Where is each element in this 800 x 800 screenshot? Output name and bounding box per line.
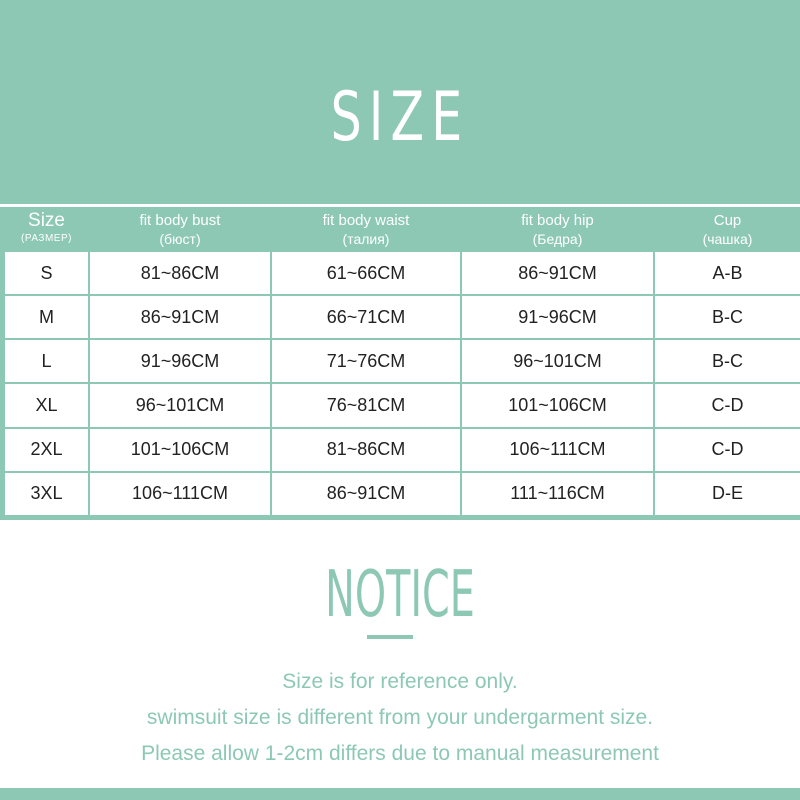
column-header-label: fit body bust: [139, 211, 221, 229]
measurement-cell: 76~81CM: [270, 382, 462, 429]
measurement-cell: B-C: [653, 338, 800, 385]
size-cell: XL: [3, 382, 90, 429]
size-table: Size (РАЗМЕР) fit body bust (бюст) fit body …: [3, 207, 800, 518]
column-header-translation: (чашка): [702, 230, 753, 247]
measurement-cell: 61~66CM: [270, 249, 462, 297]
column-header: fit body bust (бюст): [88, 207, 272, 252]
table-row: 3XL 106~111CM 86~91CM 111~116CM D-E: [3, 470, 800, 518]
measurement-cell: 91~96CM: [88, 338, 272, 385]
size-table-container: Size (РАЗМЕР) fit body bust (бюст) fit body …: [0, 207, 800, 520]
column-header: Cup (чашка): [653, 207, 800, 252]
table-row: M 86~91CM 66~71CM 91~96CM B-C: [3, 294, 800, 341]
measurement-cell: C-D: [653, 382, 800, 429]
column-header-translation: (талия): [342, 230, 390, 247]
column-header-label: Cup: [713, 211, 742, 229]
size-cell: 2XL: [3, 426, 90, 473]
measurement-cell: C-D: [653, 426, 800, 473]
notice-line-3: Please allow 1-2cm differs due to manual…: [141, 742, 659, 765]
measurement-cell: 96~101CM: [88, 382, 272, 429]
size-cell: S: [3, 249, 90, 297]
measurement-cell: 96~101CM: [460, 338, 655, 385]
column-header: Size (РАЗМЕР): [3, 207, 90, 252]
column-header-label: fit body waist: [322, 211, 410, 229]
size-cell: M: [3, 294, 90, 341]
size-cell: 3XL: [3, 470, 90, 518]
measurement-cell: 91~96CM: [460, 294, 655, 341]
column-header-translation: (Бедра): [532, 230, 583, 247]
column-header: fit body waist (талия): [270, 207, 462, 252]
column-header-translation: (РАЗМЕР): [21, 232, 72, 244]
measurement-cell: 111~116CM: [460, 470, 655, 518]
measurement-cell: 101~106CM: [460, 382, 655, 429]
notice-title: NOTICE: [325, 558, 475, 632]
measurement-cell: 106~111CM: [460, 426, 655, 473]
page-title: SIZE: [330, 78, 470, 157]
measurement-cell: B-C: [653, 294, 800, 341]
measurement-cell: 86~91CM: [460, 249, 655, 297]
column-header: fit body hip (Бедра): [460, 207, 655, 252]
notice-divider: [367, 635, 413, 639]
title-banner: [0, 0, 800, 204]
column-header-translation: (бюст): [159, 230, 201, 247]
table-row: L 91~96CM 71~76CM 96~101CM B-C: [3, 338, 800, 385]
measurement-cell: A-B: [653, 249, 800, 297]
footer-band: [0, 788, 800, 800]
measurement-cell: 66~71CM: [270, 294, 462, 341]
column-header-label: Size: [28, 209, 65, 231]
notice-line-2: swimsuit size is different from your und…: [146, 706, 654, 729]
table-header-row: Size (РАЗМЕР) fit body bust (бюст) fit body …: [3, 207, 800, 252]
table-row: S 81~86CM 61~66CM 86~91CM A-B: [3, 249, 800, 297]
column-header-label: fit body hip: [521, 211, 594, 229]
table-row: XL 96~101CM 76~81CM 101~106CM C-D: [3, 382, 800, 429]
measurement-cell: 106~111CM: [88, 470, 272, 518]
measurement-cell: D-E: [653, 470, 800, 518]
measurement-cell: 81~86CM: [88, 249, 272, 297]
size-cell: L: [3, 338, 90, 385]
notice-line-1: Size is for reference only.: [282, 670, 518, 693]
measurement-cell: 101~106CM: [88, 426, 272, 473]
table-row: 2XL 101~106CM 81~86CM 106~111CM C-D: [3, 426, 800, 473]
measurement-cell: 86~91CM: [88, 294, 272, 341]
measurement-cell: 71~76CM: [270, 338, 462, 385]
measurement-cell: 86~91CM: [270, 470, 462, 518]
measurement-cell: 81~86CM: [270, 426, 462, 473]
